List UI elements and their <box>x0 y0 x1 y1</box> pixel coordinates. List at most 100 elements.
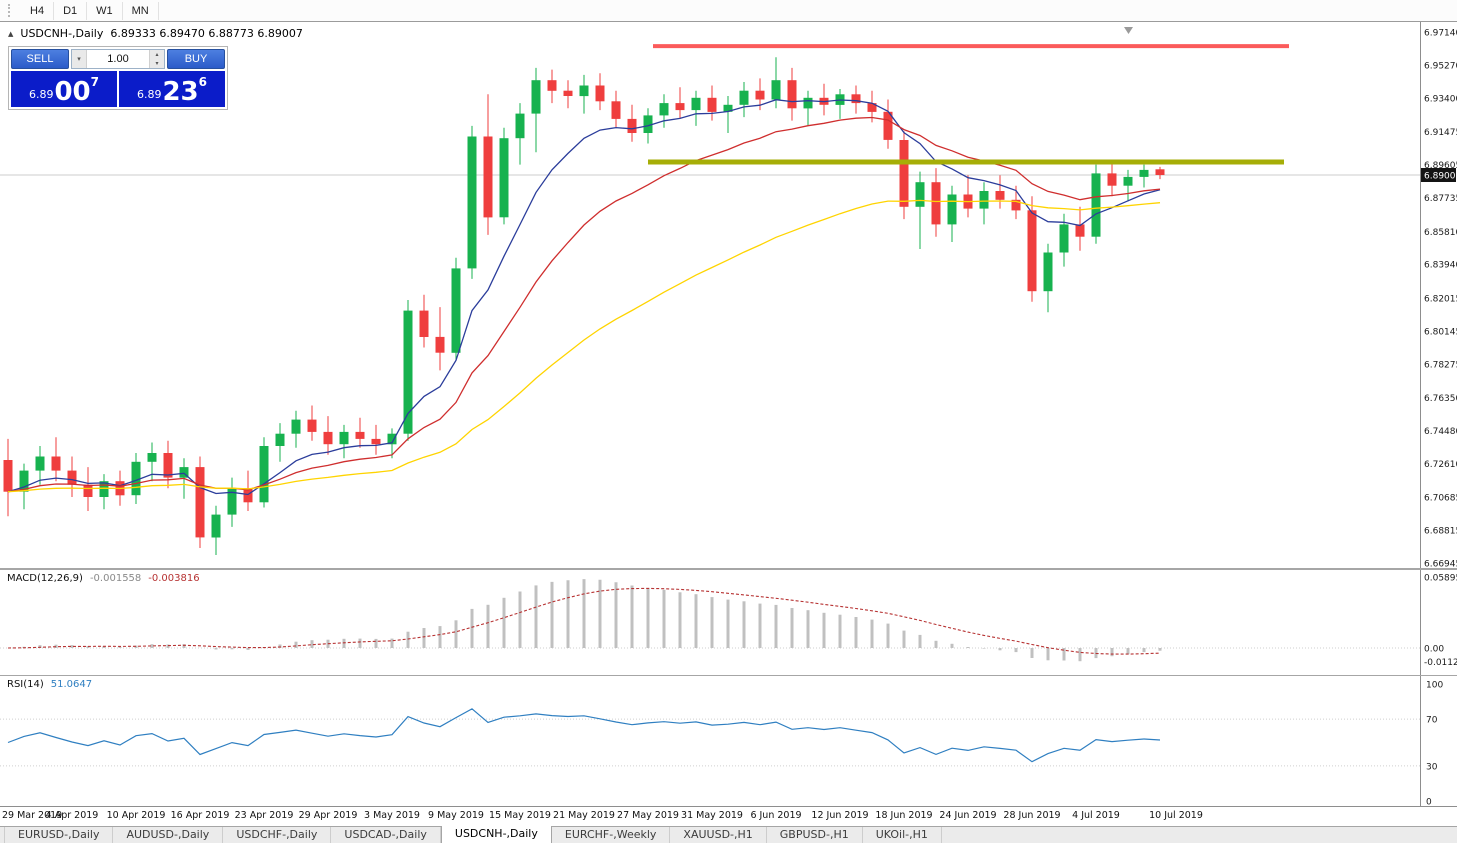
chart-tab-gbpusd-h1[interactable]: GBPUSD-,H1 <box>767 827 863 843</box>
candle-bear <box>371 438 381 445</box>
date-label: 3 May 2019 <box>364 810 420 821</box>
date-label: 28 Jun 2019 <box>1003 810 1061 821</box>
candle-bull <box>275 433 285 446</box>
candle-bear <box>931 182 941 225</box>
macd-tick-label: 0.00 <box>1424 645 1444 655</box>
candle-bull <box>1123 176 1133 186</box>
price-tick-label: 6.80145 <box>1424 327 1457 337</box>
sell-price-display[interactable]: 6.89 00 7 <box>11 71 117 107</box>
rsi-tick-label: 70 <box>1426 716 1438 726</box>
date-label: 27 May 2019 <box>617 810 679 821</box>
date-label: 4 Apr 2019 <box>45 810 99 821</box>
chart-shift-marker-icon[interactable] <box>1124 27 1133 34</box>
candle-bear <box>627 118 637 133</box>
date-label: 21 May 2019 <box>553 810 615 821</box>
buy-price-display[interactable]: 6.89 23 6 <box>119 71 225 107</box>
candle-bear <box>1155 169 1165 175</box>
candle-bear <box>243 488 253 503</box>
panel-divider[interactable] <box>0 568 1457 570</box>
ma-medium-red-line <box>7 116 1161 493</box>
chart-tab-ukoil-h1[interactable]: UKOil-,H1 <box>863 827 942 843</box>
candle-bull <box>387 433 397 445</box>
sell-button[interactable]: SELL <box>11 49 69 69</box>
date-label: 31 May 2019 <box>681 810 743 821</box>
rsi-canvas[interactable]: 100 70 30 0 <box>0 676 1457 806</box>
price-tick-label: 6.78275 <box>1424 360 1457 370</box>
timeframe-button-mn[interactable]: MN <box>123 1 159 20</box>
chart-tab-audusd-daily[interactable]: AUDUSD-,Daily <box>113 827 224 843</box>
chart-tab-xauusd-h1[interactable]: XAUUSD-,H1 <box>670 827 767 843</box>
date-label: 16 Apr 2019 <box>170 810 230 821</box>
candle-bull <box>99 481 109 497</box>
one-click-trading-panel: SELL ▾ ▴ ▾ BUY 6.89007 <box>8 46 228 110</box>
date-label: 6 Jun 2019 <box>750 810 802 821</box>
price-tick-label: 6.95270 <box>1424 61 1457 71</box>
volume-dropdown-icon[interactable]: ▾ <box>72 50 87 68</box>
time-axis[interactable]: 29 Mar 2019 4 Apr 2019 10 Apr 2019 16 Apr 2… <box>0 806 1457 826</box>
volume-spinner[interactable]: ▴ ▾ <box>149 50 164 68</box>
price-tick-label: 6.72610 <box>1424 460 1457 470</box>
candle-bear <box>675 103 685 111</box>
candle-bull <box>915 182 925 207</box>
macd-signal-value: -0.003816 <box>148 573 200 584</box>
chart-symbol-period: USDCNH-,Daily <box>20 27 104 40</box>
chart-title-marker-icon: ▲ <box>8 30 14 38</box>
chart-tab-eurusd-daily[interactable]: EURUSD-,Daily <box>4 827 114 843</box>
date-label: 23 Apr 2019 <box>234 810 294 821</box>
price-tick-label: 6.66945 <box>1424 560 1457 569</box>
macd-tick-label: 0.05895 <box>1424 574 1457 584</box>
volume-down-icon[interactable]: ▾ <box>155 60 159 67</box>
current-price-tag-text: 6.89007 <box>1424 172 1457 182</box>
candle-bear <box>867 103 877 112</box>
candle-bear <box>563 90 573 96</box>
buy-price-sup: 6 <box>198 75 208 89</box>
candle-bear <box>51 456 61 471</box>
candle-bear <box>755 90 765 100</box>
timeframe-button-h4[interactable]: H4 <box>21 1 55 20</box>
price-tick-label: 6.89605 <box>1424 161 1457 171</box>
macd-tick-label: -0.01127 <box>1424 658 1457 668</box>
volume-input[interactable] <box>87 50 149 68</box>
candle-bear <box>1107 173 1117 186</box>
timeframe-button-w1[interactable]: W1 <box>87 1 123 20</box>
candle-bear <box>611 101 621 119</box>
chart-tabs-bar: EURUSD-,Daily AUDUSD-,Daily USDCHF-,Daily U… <box>0 826 1457 843</box>
macd-canvas[interactable]: 0.05895 0.00 -0.01127 <box>0 570 1457 675</box>
price-tick-label: 6.97140 <box>1424 29 1457 39</box>
date-label: 9 May 2019 <box>428 810 484 821</box>
price-tick-label: 6.83940 <box>1424 261 1457 271</box>
candle-bull <box>515 113 525 139</box>
candle-bull <box>259 446 269 503</box>
candle-bear <box>1027 210 1037 292</box>
chart-tab-usdcad-daily[interactable]: USDCAD-,Daily <box>331 827 441 843</box>
date-label: 24 Jun 2019 <box>939 810 997 821</box>
chart-tab-usdcnh-daily[interactable]: USDCNH-,Daily <box>440 826 552 843</box>
candle-bull <box>211 514 221 538</box>
toolbar-grip[interactable] <box>8 4 12 17</box>
chart-tab-usdchf-daily[interactable]: USDCHF-,Daily <box>223 827 332 843</box>
price-tick-label: 6.70685 <box>1424 494 1457 504</box>
one-click-price-row: 6.89 00 7 6.89 23 6 <box>11 71 225 107</box>
candle-bear <box>899 140 909 207</box>
chart-tab-eurchf-weekly[interactable]: EURCHF-,Weekly <box>552 827 671 843</box>
sell-price-big: 00 <box>54 77 91 107</box>
date-label: 12 Jun 2019 <box>811 810 869 821</box>
candle-bear <box>787 80 797 109</box>
volume-up-icon[interactable]: ▴ <box>155 51 159 58</box>
price-chart-canvas[interactable]: 6.97140 6.95270 6.93400 6.91475 6.89605 6.877… <box>0 22 1457 568</box>
rsi-line <box>7 708 1161 763</box>
candle-bull <box>19 470 29 492</box>
candle-bull <box>659 103 669 116</box>
candle-bull <box>451 268 461 353</box>
date-label: 15 May 2019 <box>489 810 551 821</box>
candle-bear <box>3 460 13 492</box>
timeframe-button-d1[interactable]: D1 <box>54 1 88 20</box>
candle-bull <box>131 461 141 496</box>
candle-bear <box>883 111 893 140</box>
candle-bull <box>403 310 413 434</box>
panel-divider[interactable] <box>0 675 1457 676</box>
price-tick-label: 6.85810 <box>1424 228 1457 238</box>
date-label: 29 Apr 2019 <box>298 810 358 821</box>
buy-button[interactable]: BUY <box>167 49 225 69</box>
